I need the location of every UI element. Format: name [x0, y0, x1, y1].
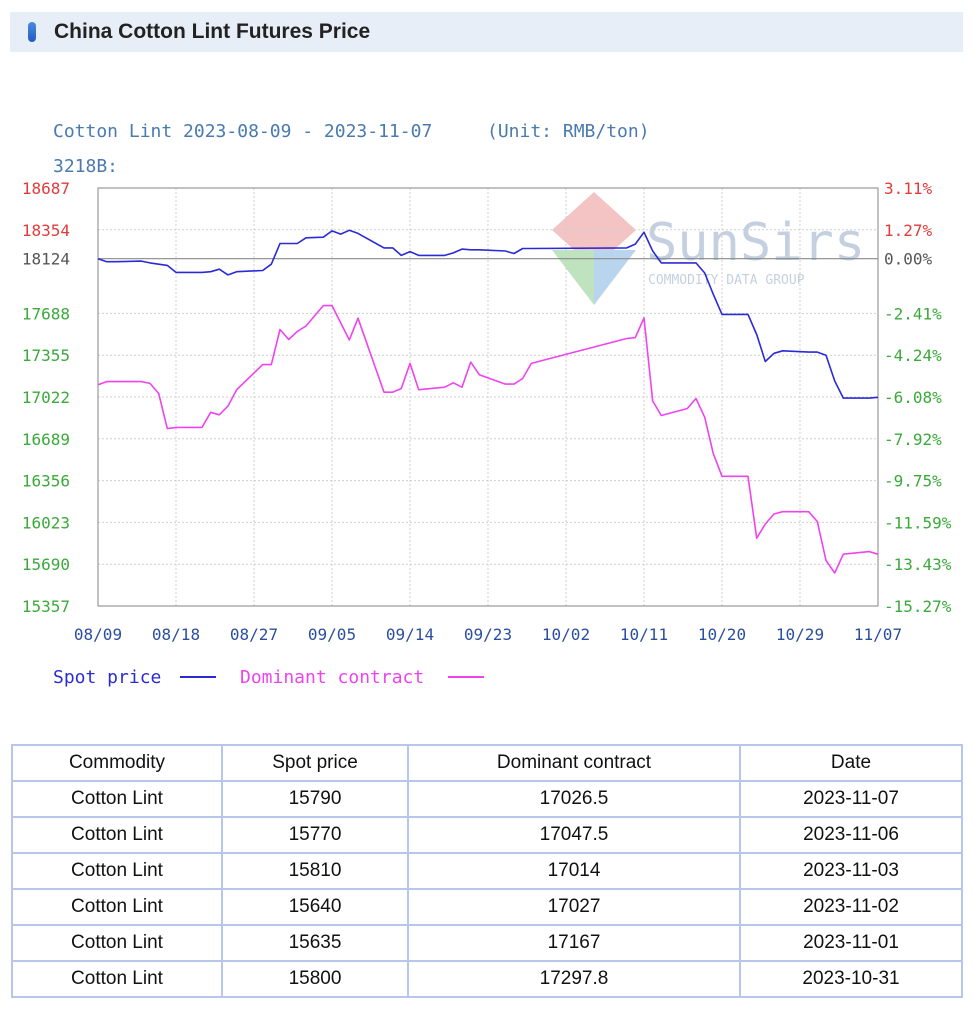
cell-spot-price: 15635: [223, 926, 407, 960]
cell-date: 2023-11-01: [741, 926, 961, 960]
cell-date: 2023-11-06: [741, 818, 961, 852]
cell-dominant-contract: 17026.5: [409, 782, 739, 816]
x-tick-label: 08/09: [74, 625, 122, 644]
cell-spot-price: 15800: [223, 962, 407, 996]
legend-label-dominant: Dominant contract: [240, 667, 424, 688]
y-left-tick-label: 16356: [22, 472, 70, 491]
table-row: Cotton Lint 15810 17014 2023-11-03: [13, 854, 961, 888]
series-line-dominant-contract: [97, 304, 879, 574]
table-row: Cotton Lint 15640 17027 2023-11-02: [13, 890, 961, 924]
page-title: China Cotton Lint Futures Price: [54, 20, 371, 43]
page-header: China Cotton Lint Futures Price: [10, 12, 963, 52]
cell-dominant-contract: 17047.5: [409, 818, 739, 852]
cell-commodity: Cotton Lint: [13, 818, 221, 852]
y-axis-right: 3.11% 1.27% 0.00% -2.41% -4.24% -6.08% -7.92% -…: [884, 179, 952, 616]
y-left-tick-label: 15357: [22, 597, 70, 616]
y-right-tick-label: -4.24%: [884, 346, 942, 365]
x-axis: 08/09 08/18 08/27 09/05 09/14 09/23 10/02 10/11…: [74, 625, 902, 644]
y-right-tick-label: 0.00%: [884, 250, 933, 269]
header-accent-bar: [28, 22, 36, 42]
x-tick-label: 09/23: [464, 625, 512, 644]
cell-commodity: Cotton Lint: [13, 890, 221, 924]
chart-svg: Cotton Lint 2023-08-09 - 2023-11-07 (Uni…: [22, 121, 952, 688]
table-row: Cotton Lint 15635 17167 2023-11-01: [13, 926, 961, 960]
x-tick-label: 10/29: [776, 625, 824, 644]
cell-date: 2023-11-02: [741, 890, 961, 924]
x-tick-label: 09/14: [386, 625, 434, 644]
y-left-tick-label: 15690: [22, 555, 70, 574]
y-right-tick-label: -6.08%: [884, 388, 942, 407]
cell-commodity: Cotton Lint: [13, 962, 221, 996]
y-left-tick-label: 16023: [22, 513, 70, 532]
x-tick-label: 10/11: [620, 625, 668, 644]
y-left-tick-label: 17022: [22, 388, 70, 407]
cell-date: 2023-10-31: [741, 962, 961, 996]
cell-spot-price: 15810: [223, 854, 407, 888]
chart-grid: [98, 188, 878, 606]
col-header-commodity: Commodity: [13, 746, 221, 780]
cell-spot-price: 15640: [223, 890, 407, 924]
legend: Spot price Dominant contract: [53, 667, 484, 688]
y-right-tick-label: -2.41%: [884, 304, 942, 323]
cell-dominant-contract: 17297.8: [409, 962, 739, 996]
legend-label-spot: Spot price: [53, 667, 161, 688]
y-right-tick-label: -11.59%: [884, 513, 952, 532]
cell-commodity: Cotton Lint: [13, 926, 221, 960]
table-row: Cotton Lint 15800 17297.8 2023-10-31: [13, 962, 961, 996]
price-table: Commodity Spot price Dominant contract D…: [11, 744, 963, 998]
cell-date: 2023-11-03: [741, 854, 961, 888]
cell-spot-price: 15790: [223, 782, 407, 816]
y-right-tick-label: -7.92%: [884, 430, 942, 449]
chart-title: Cotton Lint 2023-08-09 - 2023-11-07: [53, 121, 432, 142]
y-right-tick-label: -15.27%: [884, 597, 952, 616]
y-left-tick-label: 17688: [22, 304, 70, 323]
y-left-tick-label: 18354: [22, 221, 70, 240]
cell-date: 2023-11-07: [741, 782, 961, 816]
series-line-spot-price: [97, 229, 879, 399]
cell-dominant-contract: 17027: [409, 890, 739, 924]
table-row: Cotton Lint 15790 17026.5 2023-11-07: [13, 782, 961, 816]
y-right-tick-label: -9.75%: [884, 472, 942, 491]
col-header-date: Date: [741, 746, 961, 780]
y-right-tick-label: 3.11%: [884, 179, 933, 198]
y-right-tick-label: -13.43%: [884, 555, 952, 574]
price-chart: Cotton Lint 2023-08-09 - 2023-11-07 (Uni…: [0, 100, 973, 710]
cell-dominant-contract: 17167: [409, 926, 739, 960]
y-left-tick-label: 18124: [22, 250, 70, 269]
chart-unit: (Unit: RMB/ton): [487, 121, 650, 142]
plot-frame: [97, 187, 879, 607]
series-lines: [97, 229, 879, 574]
col-header-spot-price: Spot price: [223, 746, 407, 780]
x-tick-label: 11/07: [854, 625, 902, 644]
cell-spot-price: 15770: [223, 818, 407, 852]
watermark-text: SunSirs: [646, 213, 865, 273]
x-tick-label: 08/27: [230, 625, 278, 644]
x-tick-label: 10/20: [698, 625, 746, 644]
col-header-dominant-contract: Dominant contract: [409, 746, 739, 780]
y-left-tick-label: 18687: [22, 179, 70, 198]
y-axis-left: 18687 18354 18124 17688 17355 17022 16689 16356…: [22, 179, 70, 616]
watermark-logo-left: [552, 250, 594, 305]
cell-commodity: Cotton Lint: [13, 854, 221, 888]
table-row: Cotton Lint 15770 17047.5 2023-11-06: [13, 818, 961, 852]
x-tick-label: 09/05: [308, 625, 356, 644]
x-tick-label: 08/18: [152, 625, 200, 644]
table-header-row: Commodity Spot price Dominant contract D…: [13, 746, 961, 780]
y-right-tick-label: 1.27%: [884, 221, 933, 240]
y-left-tick-label: 16689: [22, 430, 70, 449]
cell-commodity: Cotton Lint: [13, 782, 221, 816]
x-tick-label: 10/02: [542, 625, 590, 644]
watermark-subtext: COMMODITY DATA GROUP: [648, 273, 805, 288]
y-left-tick-label: 17355: [22, 346, 70, 365]
chart-code: 3218B:: [53, 156, 118, 177]
cell-dominant-contract: 17014: [409, 854, 739, 888]
watermark-logo-right: [594, 250, 636, 305]
